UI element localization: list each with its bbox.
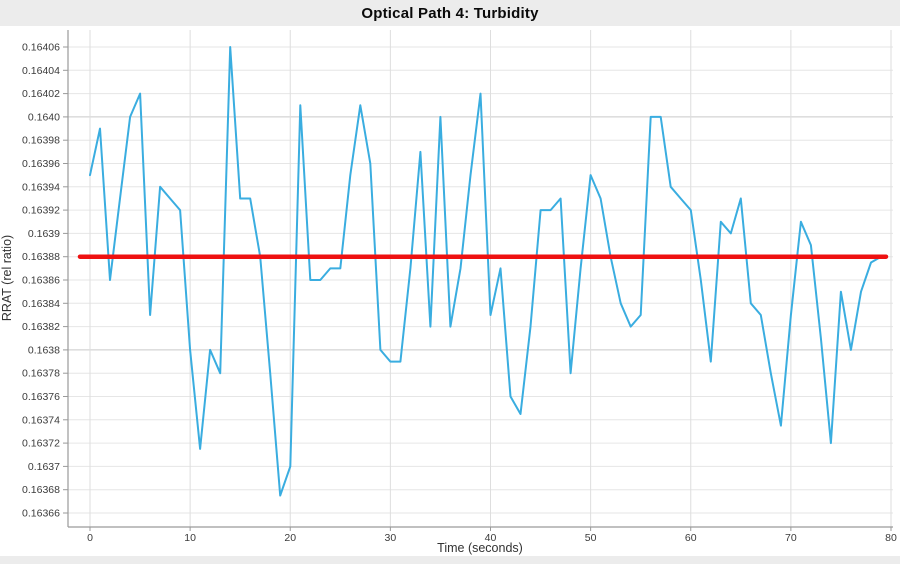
y-tick-label: 0.16378 (22, 368, 60, 380)
y-tick-label: 0.16386 (22, 275, 60, 287)
y-tick-label: 0.16384 (22, 298, 60, 310)
y-tick-label: 0.1638 (28, 344, 60, 356)
x-tick-labels: 0 10 20 30 40 50 60 70 80 (87, 532, 897, 544)
x-tick-label: 60 (685, 532, 697, 544)
y-tick-label: 0.1639 (28, 228, 60, 240)
y-tick-label: 0.16366 (22, 508, 60, 520)
x-tick-label: 80 (885, 532, 897, 544)
y-tick-label: 0.16406 (22, 42, 60, 54)
y-tick-label: 0.16394 (22, 181, 60, 193)
y-tick-label: 0.16388 (22, 251, 60, 263)
vertical-gridlines (89, 30, 892, 527)
series-line (89, 46, 882, 497)
y-tick-label: 0.16372 (22, 438, 60, 450)
horizontal-gridlines (68, 46, 893, 514)
x-tick-label: 70 (785, 532, 797, 544)
y-tick-label: 0.16376 (22, 391, 60, 403)
y-tick-labels: 0.16406 0.16404 0.16402 0.1640 0.16398 0.1639… (22, 42, 60, 520)
y-tick-label: 0.16396 (22, 158, 60, 170)
axis-lines (67, 30, 893, 528)
x-tick-label: 10 (184, 532, 196, 544)
y-tick-label: 0.1637 (28, 461, 60, 473)
footer-band (0, 556, 900, 564)
chart-title-band: Optical Path 4: Turbidity (0, 0, 900, 26)
x-tick-label: 30 (385, 532, 397, 544)
y-tick-label: 0.16392 (22, 205, 60, 217)
y-tick-label: 0.16368 (22, 484, 60, 496)
x-axis-title: Time (seconds) (437, 541, 523, 555)
x-tick-label: 20 (284, 532, 296, 544)
x-tick-label: 40 (485, 532, 497, 544)
axis-tick-marks (63, 46, 892, 531)
y-tick-label: 0.16374 (22, 414, 60, 426)
y-tick-label: 0.16382 (22, 321, 60, 333)
y-axis-title: RRAT (rel ratio) (0, 235, 14, 321)
y-tick-label: 0.16402 (22, 88, 60, 100)
x-tick-label: 50 (585, 532, 597, 544)
y-tick-label: 0.16404 (22, 65, 60, 77)
y-tick-label: 0.16398 (22, 135, 60, 147)
y-tick-label: 0.1640 (28, 111, 60, 123)
chart-title: Optical Path 4: Turbidity (361, 4, 539, 22)
x-tick-label: 0 (87, 532, 93, 544)
